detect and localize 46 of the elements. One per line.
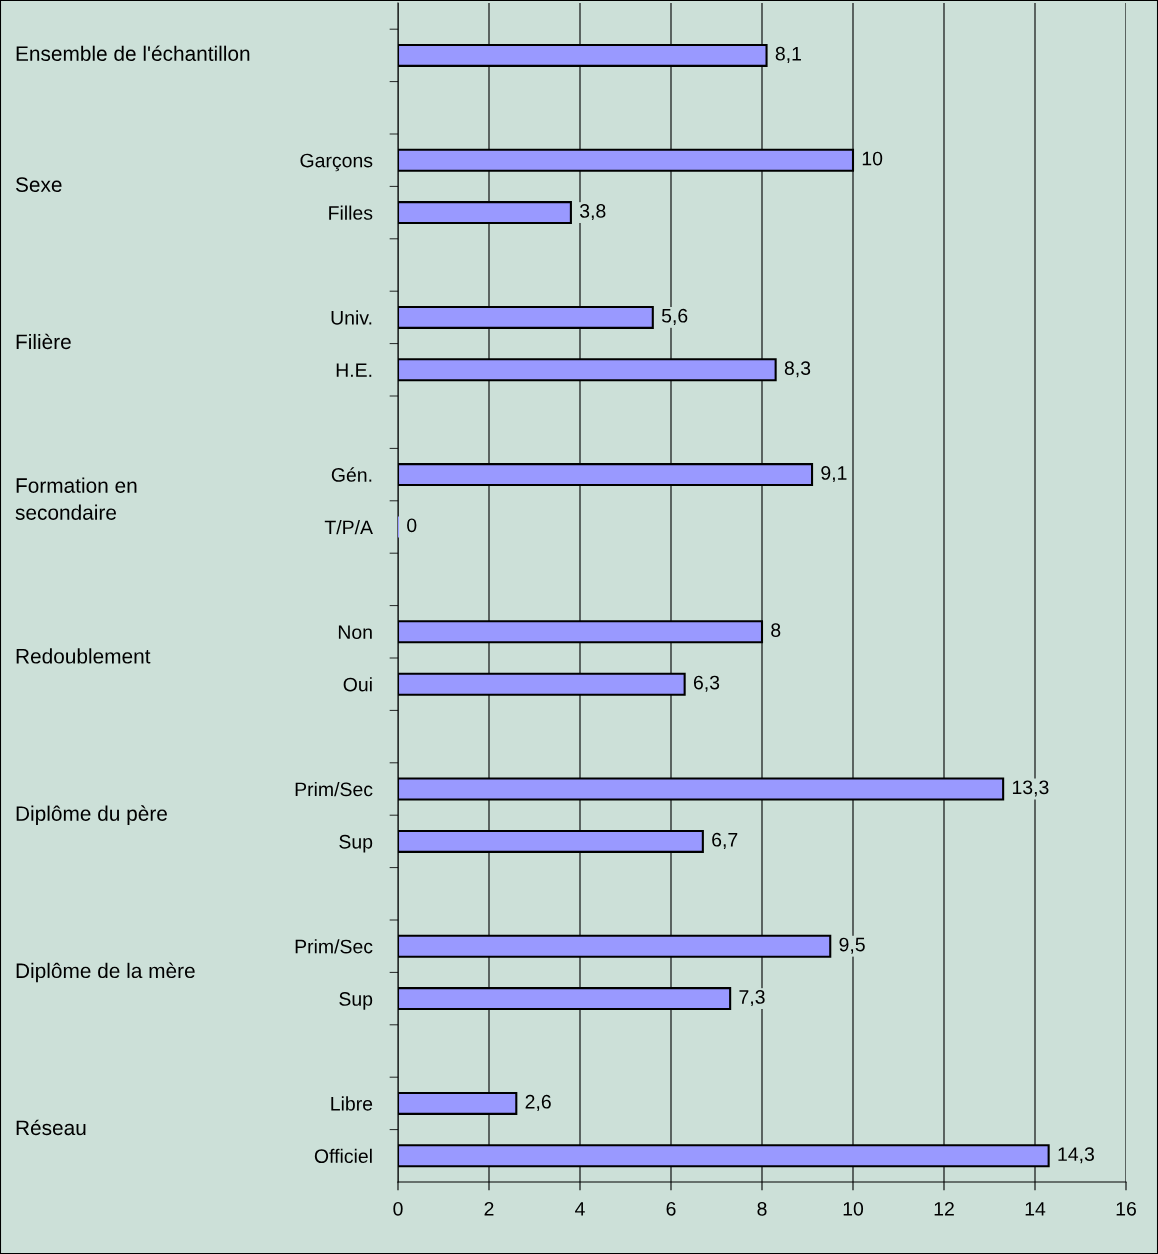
data-label: 8,3 [784, 361, 811, 378]
y-tick-label: Prim/Sec [295, 781, 373, 797]
x-tick-label: 4 [575, 1202, 585, 1216]
x-tick-label: 0 [393, 1201, 403, 1216]
data-label: 2,6 [525, 1094, 551, 1111]
x-tick-label: 2 [484, 1201, 494, 1216]
text: Sexe [15, 177, 62, 192]
data-label: 10 [862, 151, 883, 166]
data-label: 6,3 [693, 675, 720, 692]
y-tick-label: Non [338, 625, 372, 640]
x-tick-label: 12 [934, 1201, 954, 1216]
data-label: 7,3 [739, 990, 765, 1007]
data-label: 3,8 [579, 204, 606, 221]
y-tick-label: Sup [339, 834, 373, 853]
y-tick-label: Filles [329, 205, 373, 220]
text: Réseau [16, 1119, 86, 1136]
text: Diplôme du père [16, 805, 167, 826]
y-tick-label: H.E. [336, 363, 372, 377]
y-tick-label: T/P/A [324, 519, 373, 535]
x-tick-label: 6 [666, 1201, 676, 1216]
text: Filière [16, 333, 71, 350]
text: Formation en secondaire [15, 477, 137, 520]
y-tick-label: Officiel [314, 1148, 372, 1164]
y-tick-label: Gén. [331, 467, 372, 482]
text: Redoublement [16, 648, 151, 664]
data-label: 0 [407, 518, 417, 533]
y-tick-label: Libre [331, 1096, 373, 1111]
y-tick-label: Garçons [300, 153, 373, 172]
data-label: 8,1 [775, 46, 801, 63]
x-tick-label: 8 [757, 1201, 767, 1216]
y-tick-label: Prim/Sec [295, 939, 373, 954]
data-label: 9,1 [821, 466, 847, 483]
text: Ensemble de l'échantillon [16, 45, 250, 61]
data-label: 14,3 [1058, 1147, 1094, 1164]
x-tick-label: 14 [1025, 1202, 1046, 1216]
x-tick-label: 10 [843, 1201, 864, 1216]
y-tick-label: Oui [343, 677, 372, 692]
data-label: 6,7 [712, 832, 738, 849]
x-tick-label: 16 [1116, 1201, 1136, 1216]
data-label: 13,3 [1012, 780, 1049, 797]
y-tick-label: Sup [339, 992, 373, 1010]
data-label: 5,6 [661, 308, 688, 325]
y-tick-label: Univ. [331, 310, 372, 325]
data-label: 8 [771, 623, 781, 638]
text: Diplôme de la mère [16, 962, 195, 983]
data-label: 9,5 [839, 937, 865, 954]
